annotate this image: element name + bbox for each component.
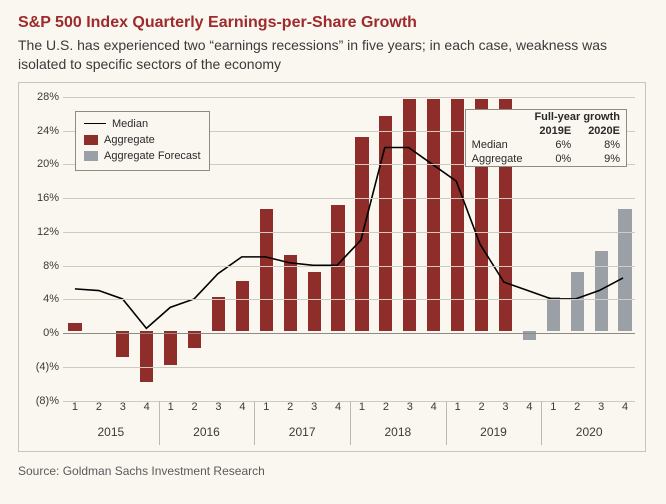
x-tick-label: 1 bbox=[263, 401, 269, 413]
y-tick-label: 12% bbox=[25, 226, 59, 238]
x-tick-label: 2 bbox=[574, 401, 580, 413]
chart-title: S&P 500 Index Quarterly Earnings-per-Sha… bbox=[18, 14, 648, 32]
x-tick-label: 1 bbox=[550, 401, 556, 413]
x-tick-label: 3 bbox=[407, 401, 413, 413]
y-tick-label: 28% bbox=[25, 91, 59, 103]
x-tick-label: 2 bbox=[383, 401, 389, 413]
x-tick-label: 2 bbox=[478, 401, 484, 413]
legend-swatch-aggregate bbox=[84, 135, 98, 145]
x-tick-label: 4 bbox=[239, 401, 245, 413]
legend-line-icon bbox=[84, 123, 106, 124]
x-tick-label: 4 bbox=[431, 401, 437, 413]
year-separator bbox=[159, 401, 160, 445]
x-tick-label: 3 bbox=[120, 401, 126, 413]
x-axis-quarters: 1 2 3 4 1 2 3 4 1 2 3 4 1 2 3 4 1 2 3 4 1 2 3 4 bbox=[63, 401, 635, 415]
x-tick-label: 1 bbox=[72, 401, 78, 413]
x-tick-label: 4 bbox=[144, 401, 150, 413]
chart-card: S&P 500 Index Quarterly Earnings-per-Sha… bbox=[0, 0, 666, 504]
x-year-label: 2016 bbox=[193, 425, 220, 439]
y-tick-label: (4)% bbox=[25, 361, 59, 373]
x-tick-label: 3 bbox=[598, 401, 604, 413]
y-tick-label: (8)% bbox=[25, 395, 59, 407]
x-tick-label: 3 bbox=[502, 401, 508, 413]
x-tick-label: 1 bbox=[359, 401, 365, 413]
x-tick-label: 2 bbox=[287, 401, 293, 413]
x-tick-label: 1 bbox=[168, 401, 174, 413]
y-tick-label: 0% bbox=[25, 327, 59, 339]
year-separator bbox=[446, 401, 447, 445]
x-tick-label: 2 bbox=[96, 401, 102, 413]
x-axis-years: 2015 2016 2017 2018 2019 2020 bbox=[63, 425, 635, 441]
year-separator bbox=[350, 401, 351, 445]
legend-aggregate: Aggregate bbox=[84, 132, 201, 148]
source-text: Source: Goldman Sachs Investment Researc… bbox=[18, 464, 648, 478]
x-year-label: 2019 bbox=[480, 425, 507, 439]
y-tick-label: 8% bbox=[25, 260, 59, 272]
plot-area: Median Aggregate Aggregate Forecast Full… bbox=[18, 82, 646, 452]
y-tick-label: 4% bbox=[25, 293, 59, 305]
chart-subtitle: The U.S. has experienced two “earnings r… bbox=[18, 36, 648, 74]
year-separator bbox=[254, 401, 255, 445]
x-tick-label: 1 bbox=[455, 401, 461, 413]
legend-median: Median bbox=[84, 116, 201, 132]
year-separator bbox=[541, 401, 542, 445]
x-year-label: 2020 bbox=[576, 425, 603, 439]
legend-forecast: Aggregate Forecast bbox=[84, 148, 201, 164]
legend-swatch-forecast bbox=[84, 151, 98, 161]
x-tick-label: 2 bbox=[191, 401, 197, 413]
x-year-label: 2018 bbox=[384, 425, 411, 439]
legend-box: Median Aggregate Aggregate Forecast bbox=[75, 111, 210, 171]
growth-table: Full-year growth 2019E2020E Median6%8% A… bbox=[465, 109, 627, 167]
y-tick-label: 20% bbox=[25, 158, 59, 170]
x-year-label: 2017 bbox=[289, 425, 316, 439]
x-tick-label: 4 bbox=[622, 401, 628, 413]
x-tick-label: 3 bbox=[215, 401, 221, 413]
x-tick-label: 4 bbox=[335, 401, 341, 413]
x-tick-label: 3 bbox=[311, 401, 317, 413]
y-tick-label: 16% bbox=[25, 192, 59, 204]
x-tick-label: 4 bbox=[526, 401, 532, 413]
x-year-label: 2015 bbox=[97, 425, 124, 439]
y-tick-label: 24% bbox=[25, 125, 59, 137]
